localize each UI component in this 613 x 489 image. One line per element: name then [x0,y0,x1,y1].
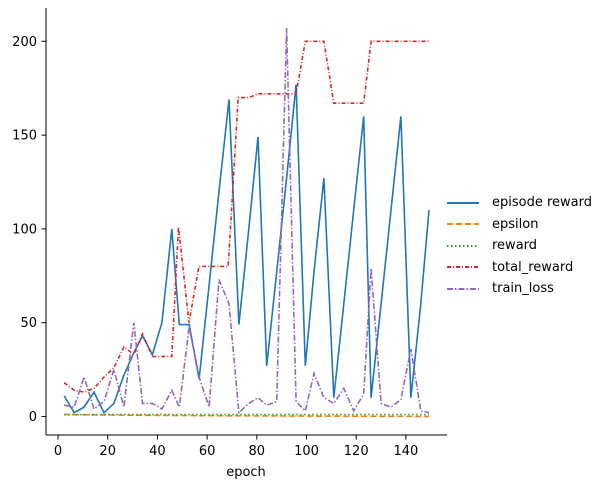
x-tick-label: 140 [393,444,418,459]
legend-item-total-reward: total_reward [446,257,592,279]
x-tick-label: 20 [99,444,116,459]
legend-label: reward [492,238,538,254]
y-tick-label: 150 [12,129,37,144]
y-axis-ticks: 0 50 100 150 200 [12,35,46,425]
legend-label: total_reward [492,259,574,275]
legend-dashdot-line-icon [447,266,479,269]
legend-item-epsilon: epsilon [446,214,592,236]
y-tick-label: 200 [12,35,37,50]
x-axis-label: epoch [226,465,266,480]
legend-label: train_loss [492,281,554,297]
legend-item-train-loss: train_loss [446,278,592,300]
y-tick-label: 100 [12,222,37,237]
legend-label: episode reward [492,195,592,211]
legend-item-episode-reward: episode reward [446,192,592,214]
x-tick-label: 60 [199,444,216,459]
legend-dashdot-line-icon [447,287,479,290]
x-tick-label: 120 [344,444,369,459]
legend: episode reward epsilon reward total_rewa… [446,192,592,300]
y-tick-label: 0 [29,410,37,425]
legend-label: epsilon [492,216,539,232]
x-tick-label: 80 [249,444,266,459]
legend-dotted-line-icon [447,244,479,247]
x-tick-label: 40 [149,444,166,459]
x-tick-label: 100 [294,444,319,459]
series-line-episode-reward [63,84,430,415]
series-line-epsilon [64,413,430,418]
series-line-train-loss [64,28,430,415]
series-line-total-reward [63,40,429,393]
legend-item-reward: reward [446,235,592,257]
legend-dashed-line-icon [447,223,479,226]
plot-area [63,28,430,418]
x-axis-ticks: 0 20 40 60 80 100 120 140 [54,435,418,459]
x-tick-label: 0 [54,444,62,459]
y-tick-label: 50 [20,316,37,331]
legend-line-icon [447,201,479,204]
